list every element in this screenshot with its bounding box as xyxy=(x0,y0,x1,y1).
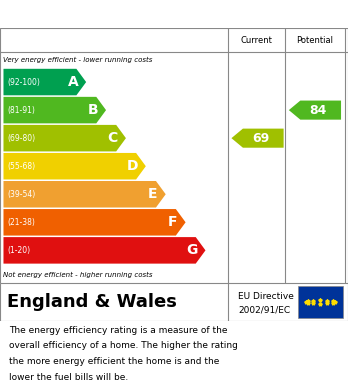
Text: Energy Efficiency Rating: Energy Efficiency Rating xyxy=(10,7,220,22)
Text: E: E xyxy=(148,187,157,201)
Polygon shape xyxy=(3,153,146,179)
Text: 69: 69 xyxy=(252,132,270,145)
Text: Potential: Potential xyxy=(296,36,333,45)
Polygon shape xyxy=(3,97,106,124)
Text: (92-100): (92-100) xyxy=(8,77,40,86)
Text: (39-54): (39-54) xyxy=(8,190,36,199)
Text: (1-20): (1-20) xyxy=(8,246,31,255)
Text: (55-68): (55-68) xyxy=(8,162,36,171)
Polygon shape xyxy=(3,209,185,235)
Text: (69-80): (69-80) xyxy=(8,134,36,143)
Text: F: F xyxy=(168,215,177,229)
Polygon shape xyxy=(3,181,166,208)
Text: 84: 84 xyxy=(310,104,327,117)
Text: Very energy efficient - lower running costs: Very energy efficient - lower running co… xyxy=(3,57,153,63)
Text: C: C xyxy=(108,131,118,145)
Text: G: G xyxy=(187,243,198,257)
Text: (81-91): (81-91) xyxy=(8,106,35,115)
Text: D: D xyxy=(127,159,139,173)
Polygon shape xyxy=(289,100,341,120)
Polygon shape xyxy=(3,125,126,151)
Text: the more energy efficient the home is and the: the more energy efficient the home is an… xyxy=(9,357,219,366)
Text: 2002/91/EC: 2002/91/EC xyxy=(238,306,291,315)
Polygon shape xyxy=(231,129,284,148)
Text: Not energy efficient - higher running costs: Not energy efficient - higher running co… xyxy=(3,272,153,278)
Text: overall efficiency of a home. The higher the rating: overall efficiency of a home. The higher… xyxy=(9,341,238,350)
Text: (21-38): (21-38) xyxy=(8,218,35,227)
Polygon shape xyxy=(3,237,205,264)
Text: lower the fuel bills will be.: lower the fuel bills will be. xyxy=(9,373,128,382)
Text: Current: Current xyxy=(241,36,272,45)
Text: EU Directive: EU Directive xyxy=(238,292,294,301)
Text: B: B xyxy=(87,103,98,117)
Bar xyxy=(298,286,343,318)
Text: The energy efficiency rating is a measure of the: The energy efficiency rating is a measur… xyxy=(9,326,227,335)
Text: England & Wales: England & Wales xyxy=(7,293,177,311)
Polygon shape xyxy=(3,69,86,95)
Text: A: A xyxy=(68,75,78,89)
